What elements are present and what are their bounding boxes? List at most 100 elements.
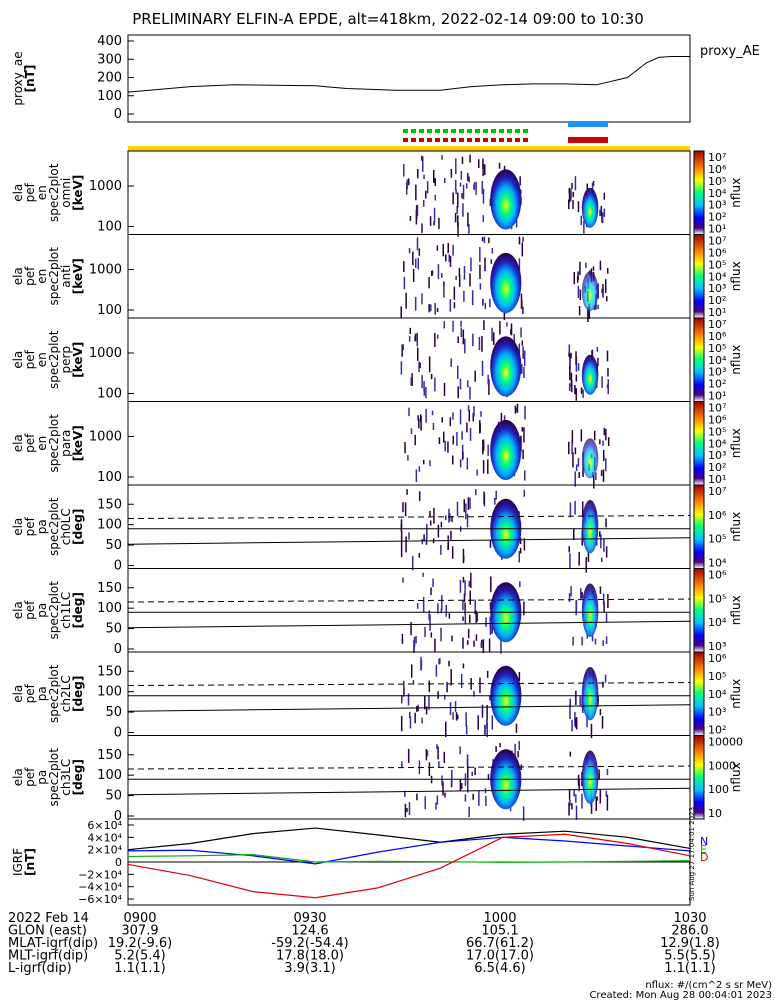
energy-panel-2-speckle	[569, 366, 571, 381]
energy-panel-1-speckle	[463, 290, 465, 302]
footer-cell: MLT-igrf(dip)	[8, 949, 88, 964]
energy-panel-3-colorbar-label: nflux	[729, 428, 743, 458]
pa-panel-2-ylabel: [deg]	[71, 676, 85, 712]
pa-panel-1-speckle	[410, 622, 412, 636]
energy-panel-2-speckle	[414, 335, 416, 342]
proxy-ae-line	[127, 56, 690, 93]
energy-panel-1-speckle	[417, 257, 420, 270]
energy-panel-1-speckle	[418, 248, 421, 256]
footer-cell: 1000	[483, 911, 516, 926]
pa-panel-3-speckle	[568, 802, 570, 816]
energy-panel-2-speckle	[523, 366, 525, 378]
pa-panel-1-ylabel: [deg]	[71, 592, 85, 628]
pa-panel-2-speckle	[462, 663, 465, 669]
pa-panel-1-speckle	[401, 633, 404, 644]
energy-panel-2-speckle	[421, 375, 423, 389]
pa-panel-2-speckle	[420, 656, 422, 671]
energy-panel-3-speckle	[482, 460, 485, 474]
pa-panel-1-speckle	[464, 580, 466, 596]
pa-panel-3-speckle	[426, 750, 429, 757]
energy-panel-0-speckle	[570, 188, 572, 199]
pa-panel-1-speckle	[581, 636, 583, 646]
energy-panel-3-speckle	[595, 472, 597, 481]
pa-panel-0-speckle	[569, 553, 571, 569]
pa-panel-0-speckle	[519, 537, 522, 544]
pa-panel-0-speckle	[418, 553, 421, 558]
energy-panel-0-colorbar-tick: 10⁶	[708, 163, 727, 176]
pa-panel-2-speckle	[437, 691, 439, 699]
energy-panel-0-speckle	[580, 215, 582, 226]
energy-panel-3-speckle	[422, 459, 425, 465]
energy-panel-0-colorbar-tick: 10¹	[708, 223, 726, 236]
energy-panel-0-speckle	[572, 191, 575, 198]
figure-title: PRELIMINARY ELFIN-A EPDE, alt=418km, 202…	[132, 10, 644, 28]
pa-panel-0-colorbar-tick: 10⁶	[708, 509, 727, 522]
energy-panel-2-speckle	[457, 386, 459, 399]
energy-panel-0-colorbar-label: nflux	[729, 178, 743, 208]
pa-panel-1-speckle	[467, 628, 470, 639]
pa-panel-3-speckle	[487, 774, 490, 780]
pa-panel-1-tick-label: 150	[97, 581, 122, 596]
pa-panel-3-colorbar	[693, 735, 705, 820]
pa-panel-2-speckle	[581, 695, 583, 708]
energy-panel-1-speckle	[440, 272, 443, 278]
energy-panel-0-speckle	[452, 192, 454, 205]
energy-panel-1-speckle	[483, 236, 486, 244]
energy-panel-2-ylabel: en	[35, 352, 49, 367]
pa-panel-1-speckle	[469, 590, 471, 605]
pa-panel-2-line-field-aligned	[127, 704, 691, 712]
energy-panel-0-speckle	[421, 155, 423, 161]
energy-panel-3-speckle	[408, 407, 410, 417]
energy-panel-0-speckle	[483, 164, 486, 176]
pa-panel-3-speckle	[461, 782, 463, 789]
flag-red-dot	[523, 138, 528, 142]
footer-cell: 66.7(61.2)	[466, 936, 534, 951]
energy-panel-3-speckle	[605, 428, 607, 441]
pa-panel-2-speckle	[428, 695, 430, 710]
pa-panel-2-speckle	[473, 690, 475, 697]
energy-panel-3-speckle	[602, 469, 605, 482]
energy-panel-2-speckle	[570, 352, 572, 359]
pa-panel-1-speckle	[429, 614, 431, 631]
pa-panel-0-speckle	[451, 546, 454, 559]
energy-panel-0-speckle	[423, 174, 425, 180]
energy-panel-0-speckle	[467, 212, 469, 227]
footer-cell: 307.9	[121, 924, 158, 939]
pa-panel-1-ylabel: pa	[35, 603, 49, 618]
energy-panel-1-speckle	[470, 257, 472, 272]
pa-panel-2-speckle	[604, 674, 607, 683]
pa-panel-2-speckle	[400, 715, 403, 732]
pa-panel-1-speckle	[599, 586, 602, 594]
pa-panel-0-speckle	[572, 528, 575, 540]
pa-panel-3-colorbar-label: nflux	[729, 762, 743, 792]
pa-panel-0-speckle	[444, 515, 447, 521]
pa-panel-1-speckle	[422, 572, 424, 577]
energy-panel-1-tick-label: 100	[97, 303, 122, 318]
pa-panel-3-speckle	[485, 795, 487, 807]
energy-panel-0-event-second	[581, 187, 599, 228]
energy-panel-1-speckle	[414, 258, 417, 268]
energy-panel-1-speckle	[405, 292, 407, 309]
energy-panel-0-speckle	[519, 176, 521, 186]
energy-panel-0-speckle	[475, 181, 477, 195]
energy-panel-1-colorbar-tick: 10²	[708, 294, 726, 307]
energy-panel-3-speckle	[418, 466, 421, 472]
energy-panel-2-ylabel: spec2plot	[47, 330, 61, 389]
footer-cell: 0900	[123, 911, 156, 926]
flag-red-dot	[507, 138, 512, 142]
pa-panel-0-tick-label: 150	[97, 497, 122, 512]
energy-panel-1-event-main	[490, 252, 522, 313]
pa-panel-1-speckle	[459, 580, 462, 593]
energy-panel-0-speckle	[443, 178, 446, 183]
flag-red-dot	[443, 138, 448, 142]
energy-panel-1-speckle	[403, 261, 405, 273]
energy-panel-2-speckle	[411, 373, 413, 387]
pa-panel-1-colorbar-tick: 10⁴	[708, 616, 727, 629]
energy-panel-1-speckle	[469, 273, 471, 287]
energy-panel-0-speckle	[478, 159, 480, 169]
energy-panel-2-speckle	[457, 365, 459, 380]
energy-panel-3-speckle	[432, 422, 435, 431]
pa-panel-2-speckle	[449, 702, 452, 716]
pa-panel-0-speckle	[581, 501, 584, 517]
pa-panel-1-colorbar-tick: 10⁵	[708, 592, 726, 605]
